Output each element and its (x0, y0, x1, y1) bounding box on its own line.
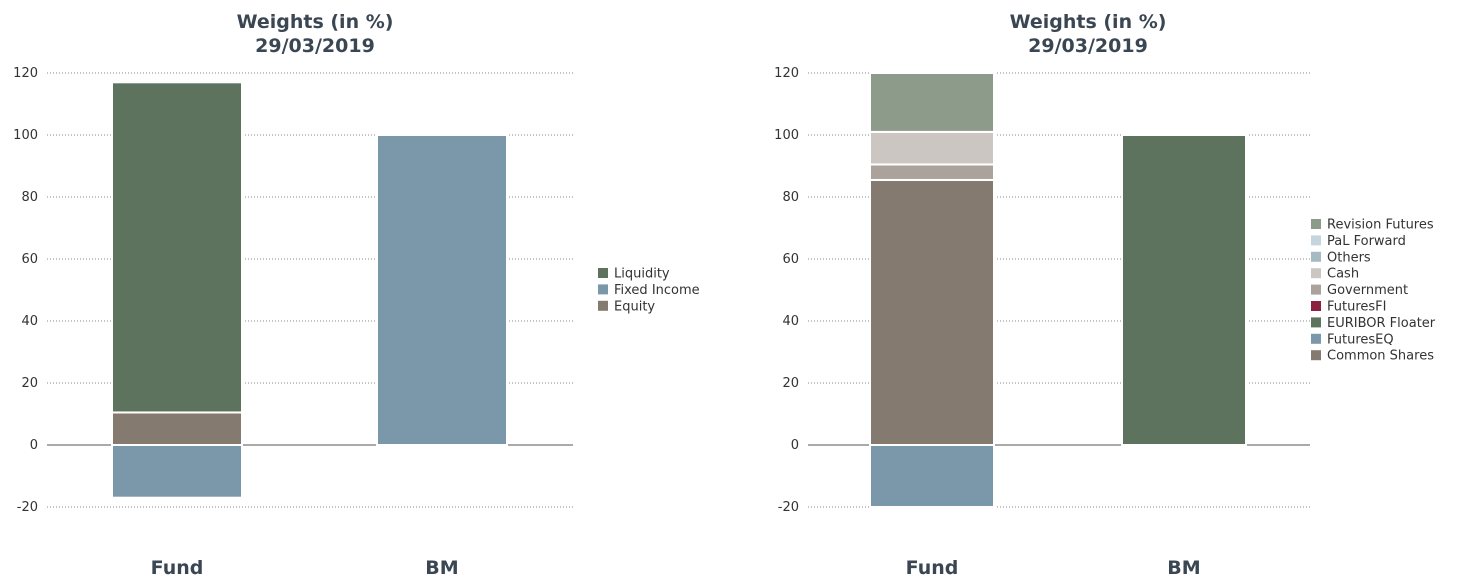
y-tick-label: 80 (782, 190, 799, 205)
bar-fixed-income-fund (111, 444, 243, 499)
y-tick-label: 60 (782, 252, 799, 267)
legend-swatch (598, 284, 608, 295)
y-tick-label: 20 (21, 376, 38, 391)
y-tick-label: -20 (17, 500, 38, 515)
legend-swatch (1311, 284, 1321, 295)
legend-swatch (598, 300, 608, 311)
legend-label: Equity (614, 299, 655, 314)
legend-label: Liquidity (614, 267, 670, 282)
bar-fixed-income-bm (376, 134, 508, 446)
y-tick-label: 40 (782, 314, 799, 329)
legend-swatch (1311, 219, 1321, 229)
y-tick-label: 100 (13, 128, 38, 143)
legend-label: Common Shares (1327, 349, 1434, 364)
y-tick-label: 80 (21, 190, 38, 205)
legend-label: Government (1327, 283, 1408, 298)
bar-cash-fund (869, 130, 995, 166)
bar-liquidity-fund (111, 81, 243, 414)
y-tick-label: 0 (30, 438, 38, 453)
y-tick-label: 60 (21, 252, 38, 267)
legend-swatch (1311, 350, 1321, 361)
legend-swatch (1311, 251, 1321, 262)
chart-left: Weights (in %) 29/03/2019 -20 0 20 40 60 80 10… (13, 11, 699, 576)
legend-label: Cash (1327, 267, 1359, 282)
x-category-label: Fund (906, 557, 959, 576)
chart-subtitle: 29/03/2019 (255, 35, 375, 57)
x-category-label: BM (1167, 557, 1200, 576)
legend-label: EURIBOR Floater (1327, 316, 1436, 331)
chart-right: Weights (in %) 29/03/2019 -20 0 20 40 60 80 10… (774, 11, 1436, 576)
legend-label: PaL Forward (1327, 234, 1406, 249)
legend-swatch (1311, 235, 1321, 246)
legend-label: Fixed Income (614, 283, 700, 298)
legend-swatch (598, 268, 608, 278)
legend-swatch (1311, 268, 1321, 279)
y-tick-label: 100 (774, 128, 799, 143)
legend-label: FuturesFI (1327, 300, 1386, 315)
legend-swatch (1311, 301, 1321, 311)
legend-label: Others (1327, 250, 1371, 265)
bar-government-fund (869, 163, 995, 181)
y-tick-label: -20 (778, 500, 799, 515)
y-tick-label: 20 (782, 376, 799, 391)
x-category-label: BM (425, 557, 458, 576)
bar-revision-futures-fund (869, 72, 995, 133)
chart-title: Weights (in %) (1010, 11, 1167, 33)
bar-equity-fund (111, 411, 243, 447)
bar-euribor-floater-bm (1121, 134, 1247, 446)
bar-common-shares-fund (869, 178, 995, 446)
y-tick-label: 40 (21, 314, 38, 329)
chart-title: Weights (in %) (237, 11, 394, 33)
legend-swatch (1311, 333, 1321, 344)
bar-futureseq-fund (869, 444, 995, 508)
y-tick-label: 120 (774, 66, 799, 81)
y-tick-label: 120 (13, 66, 38, 81)
legend-swatch (1311, 317, 1321, 328)
x-category-label: Fund (151, 557, 204, 576)
legend-label: FuturesEQ (1327, 332, 1394, 347)
y-tick-label: 0 (791, 438, 799, 453)
chart-subtitle: 29/03/2019 (1028, 35, 1148, 57)
legend-label: Revision Futures (1327, 218, 1434, 233)
